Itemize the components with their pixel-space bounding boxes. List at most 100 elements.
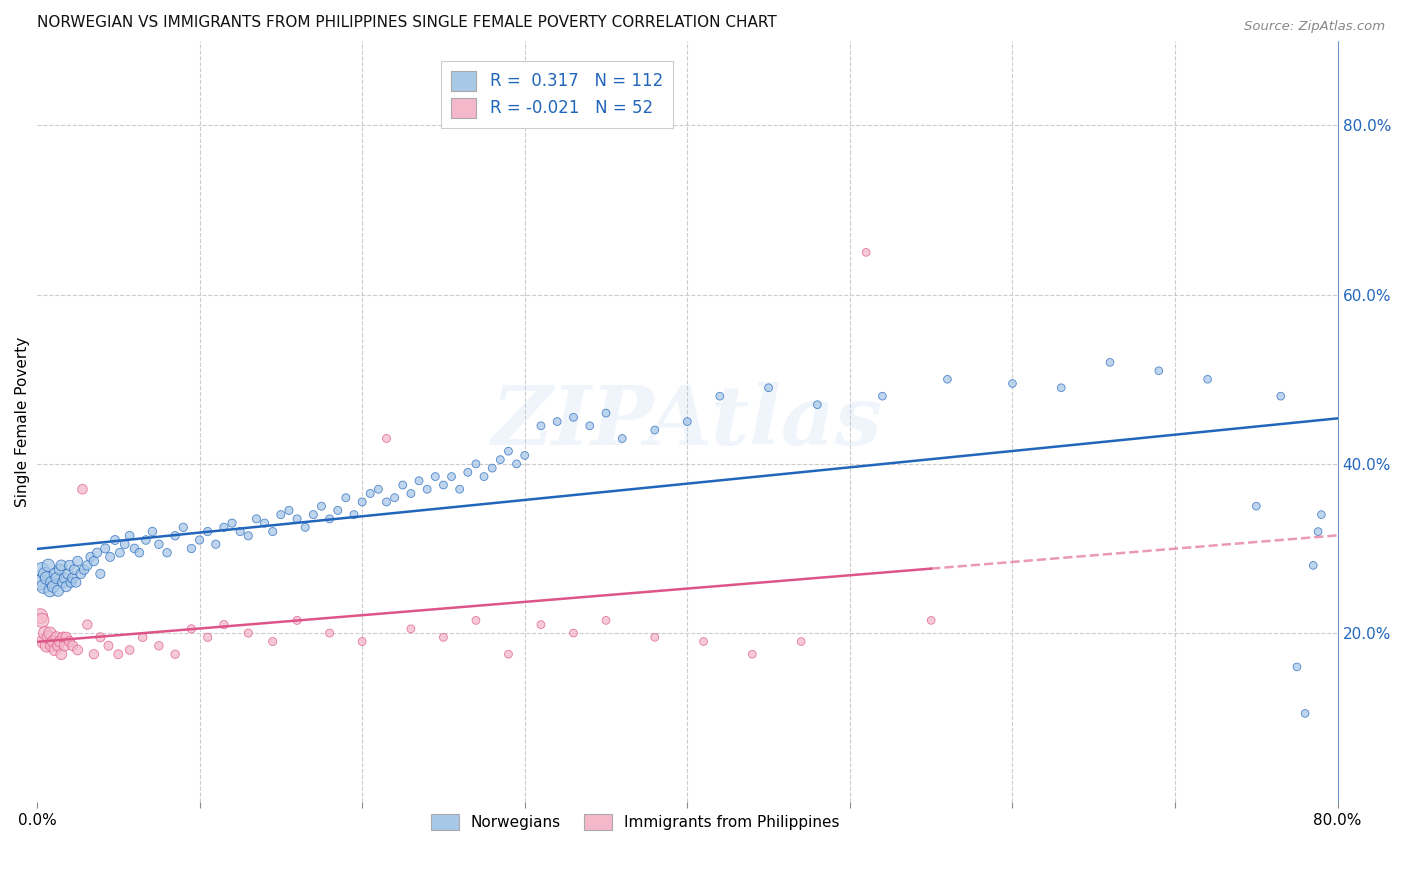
Point [197, 630, 219, 644]
Point [562, 626, 585, 640]
Point [498, 444, 520, 458]
Point [253, 516, 276, 530]
Point [51, 558, 73, 573]
Point [530, 418, 553, 433]
Point [72, 482, 94, 496]
Point [31, 613, 53, 627]
Point [108, 546, 131, 560]
Point [45, 571, 67, 585]
Point [62, 571, 84, 585]
Point [384, 491, 406, 505]
Point [692, 634, 714, 648]
Point [52, 630, 75, 644]
Point [408, 474, 430, 488]
Point [53, 639, 76, 653]
Point [229, 524, 252, 539]
Point [416, 482, 439, 496]
Point [148, 537, 170, 551]
Point [1197, 372, 1219, 386]
Point [498, 647, 520, 661]
Point [343, 508, 366, 522]
Point [45, 630, 67, 644]
Point [48, 634, 70, 648]
Point [367, 482, 389, 496]
Point [481, 461, 503, 475]
Point [457, 466, 479, 480]
Point [204, 537, 226, 551]
Point [114, 537, 136, 551]
Point [375, 495, 398, 509]
Point [118, 643, 141, 657]
Point [46, 639, 69, 653]
Point [285, 512, 308, 526]
Text: Source: ZipAtlas.com: Source: ZipAtlas.com [1244, 20, 1385, 33]
Point [806, 398, 828, 412]
Point [262, 524, 284, 539]
Point [1294, 706, 1316, 721]
Point [644, 423, 666, 437]
Point [79, 549, 101, 564]
Point [644, 630, 666, 644]
Point [262, 634, 284, 648]
Point [352, 634, 374, 648]
Point [1246, 499, 1268, 513]
Text: NORWEGIAN VS IMMIGRANTS FROM PHILIPPINES SINGLE FEMALE POVERTY CORRELATION CHART: NORWEGIAN VS IMMIGRANTS FROM PHILIPPINES… [37, 15, 776, 30]
Point [1310, 508, 1333, 522]
Point [294, 520, 316, 534]
Point [425, 469, 447, 483]
Point [188, 533, 211, 547]
Point [449, 482, 471, 496]
Point [472, 469, 495, 483]
Point [790, 634, 813, 648]
Point [52, 575, 75, 590]
Point [30, 575, 52, 590]
Point [440, 469, 463, 483]
Point [34, 626, 56, 640]
Point [156, 546, 179, 560]
Point [131, 630, 153, 644]
Point [94, 541, 117, 556]
Point [118, 529, 141, 543]
Point [65, 575, 87, 590]
Point [352, 495, 374, 509]
Point [73, 563, 96, 577]
Point [135, 533, 157, 547]
Point [1147, 364, 1170, 378]
Point [391, 478, 413, 492]
Point [98, 549, 121, 564]
Point [505, 457, 527, 471]
Point [165, 529, 187, 543]
Point [920, 613, 942, 627]
Point [76, 558, 98, 573]
Point [39, 626, 62, 640]
Point [44, 643, 66, 657]
Point [464, 613, 486, 627]
Point [399, 486, 422, 500]
Point [41, 575, 63, 590]
Point [51, 647, 73, 661]
Point [221, 516, 243, 530]
Point [60, 575, 83, 590]
Point [55, 630, 77, 644]
Point [285, 613, 308, 627]
Point [709, 389, 731, 403]
Point [66, 554, 89, 568]
Point [270, 508, 292, 522]
Point [578, 418, 600, 433]
Point [1050, 381, 1073, 395]
Point [278, 503, 301, 517]
Point [238, 529, 260, 543]
Point [302, 508, 325, 522]
Point [562, 410, 585, 425]
Point [464, 457, 486, 471]
Point [97, 639, 120, 653]
Y-axis label: Single Female Poverty: Single Female Poverty [15, 336, 30, 507]
Point [245, 512, 267, 526]
Point [432, 478, 454, 492]
Point [238, 626, 260, 640]
Point [69, 566, 91, 581]
Point [37, 558, 59, 573]
Point [318, 626, 340, 640]
Point [89, 566, 111, 581]
Point [1285, 660, 1308, 674]
